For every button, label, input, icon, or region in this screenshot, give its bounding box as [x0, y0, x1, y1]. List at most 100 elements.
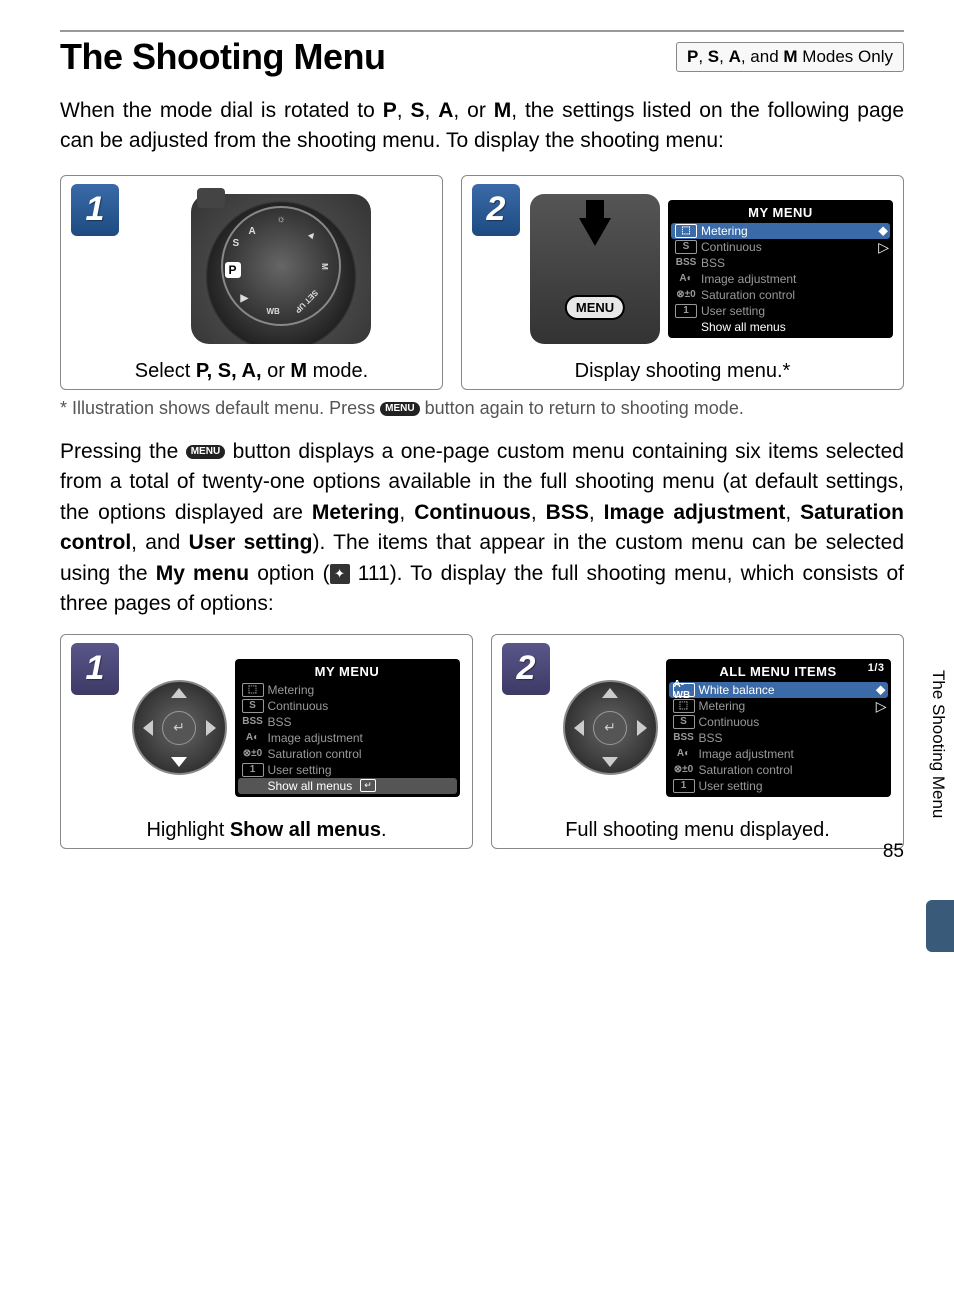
lcd-menu-item: Show all menus ↵	[238, 778, 457, 794]
scroll-indicator-icon: ⬥▷	[876, 681, 887, 715]
menu-item-label: Image adjustment	[268, 731, 363, 745]
menu-item-icon: 1	[242, 763, 264, 777]
menu-item-icon: A◐	[675, 272, 697, 286]
step-number: 1	[71, 184, 119, 236]
menu-item-icon: ⬚	[675, 224, 697, 238]
footnote: * Illustration shows default menu. Press…	[60, 398, 904, 419]
menu-item-icon: BSS	[242, 715, 264, 729]
lcd-menu-item: ⬚Metering	[669, 698, 888, 714]
menu-item-icon: A◐	[242, 731, 264, 745]
side-tab-marker	[926, 900, 954, 952]
lcd-menu-item: 1 User setting	[238, 762, 457, 778]
menu-item-icon: S	[675, 240, 697, 254]
menu-item-label: Show all menus	[268, 779, 353, 793]
mode-suffix: Modes Only	[798, 47, 893, 66]
lcd-menu-item: A◐ Image adjustment	[238, 730, 457, 746]
menu-item-icon: S	[242, 699, 264, 713]
menu-item-icon: ⊗±0	[673, 763, 695, 777]
mode-badge: P, S, A, and M Modes Only	[676, 42, 904, 72]
step-caption: Display shooting menu.*	[472, 360, 893, 383]
menu-item-label: Image adjustment	[701, 272, 796, 286]
step-number: 2	[502, 643, 550, 695]
lcd-my-menu: MY MENU⬚ Metering S Continuous BSS BSS A◐ Image…	[668, 200, 893, 338]
mode-s: S	[708, 47, 719, 66]
lcd-menu-item: ⊗±0 Saturation control	[671, 287, 890, 303]
menu-item-icon	[675, 320, 697, 334]
mode-m: M	[783, 47, 797, 66]
lcd-menu-item: ⊗±0Saturation control	[238, 746, 457, 762]
menu-item-label: Metering	[701, 224, 748, 238]
mode-p: P	[687, 47, 698, 66]
menu-item-label: Metering	[268, 683, 315, 697]
menu-item-icon: ⊗±0	[675, 288, 697, 302]
lcd-menu-item: BSS BSS	[238, 714, 457, 730]
menu-item-icon: ⬚	[673, 699, 695, 713]
menu-item-label: User setting	[701, 304, 765, 318]
menu-item-label: Continuous	[701, 240, 762, 254]
step-row-bottom: 1 ↵ MY MENU⬚MeteringSContinuousBSSBSSA◐I…	[60, 634, 904, 849]
lcd-menu-item: S Continuous	[238, 698, 457, 714]
menu-item-icon: ⬚	[242, 683, 264, 697]
lcd-menu-item: A-WB White balance	[669, 682, 888, 698]
step-caption: Full shooting menu displayed.	[502, 819, 893, 842]
lcd-title: MY MENU	[671, 203, 890, 223]
menu-item-icon: 1	[675, 304, 697, 318]
menu-item-icon: A-WB	[673, 683, 695, 697]
lcd-title: ALL MENU ITEMS1/3	[669, 662, 888, 682]
menu-item-label: BSS	[699, 731, 723, 745]
scroll-indicator-icon: ⬥▷	[878, 222, 889, 256]
lcd-menu-item: A◐ Image adjustment	[671, 271, 890, 287]
menu-item-icon: S	[673, 715, 695, 729]
lcd-menu-item: S Continuous	[669, 714, 888, 730]
camera-menu-button-graphic: MENU	[530, 194, 660, 344]
menu-item-label: White balance	[699, 683, 775, 697]
lcd-menu-item: 1 User setting	[671, 303, 890, 319]
enter-icon: ↵	[360, 779, 376, 792]
lcd-menu-item: A◐ Image adjustment	[669, 746, 888, 762]
step-number: 1	[71, 643, 119, 695]
menu-item-icon	[242, 779, 264, 793]
step-1-bottom: 1 ↵ MY MENU⬚ Metering S Continuous BSS BSS A◐ I…	[60, 634, 473, 849]
lcd-menu-item: BSS BSS	[671, 255, 890, 271]
body-paragraph: Pressing the MENU button displays a one-…	[60, 437, 904, 620]
menu-item-label: Saturation control	[699, 763, 793, 777]
reference-icon: ✦	[330, 564, 350, 584]
mode-a: A	[729, 47, 741, 66]
mode-dial-graphic: ☼ ▲ M SET UP S A ▶ WB P	[191, 194, 371, 344]
lcd-menu-item: 1 User setting	[669, 778, 888, 794]
lcd-menu-item: BSS BSS	[669, 730, 888, 746]
menu-item-label: Saturation control	[701, 288, 795, 302]
menu-item-label: User setting	[699, 779, 763, 793]
dpad-graphic: ↵	[132, 680, 227, 775]
intro-text: When the mode dial is rotated to P, S, A…	[60, 96, 904, 157]
menu-icon: MENU	[186, 445, 225, 459]
lcd-my-menu-highlight: MY MENU⬚ Metering S Continuous BSS BSS A◐ Image…	[235, 659, 460, 797]
lcd-menu-item: ⬚ Metering	[671, 223, 890, 239]
lcd-title: MY MENU	[238, 662, 457, 682]
menu-item-label: BSS	[701, 256, 725, 270]
menu-item-label: Continuous	[268, 699, 329, 713]
menu-item-label: Show all menus	[701, 320, 786, 334]
lcd-all-menu: ALL MENU ITEMS1/3A-WB White balance⬚Meter…	[666, 659, 891, 797]
lcd-menu-item: Show all menus	[671, 319, 890, 335]
lcd-menu-item: S Continuous	[671, 239, 890, 255]
menu-item-label: User setting	[268, 763, 332, 777]
menu-item-icon: 1	[673, 779, 695, 793]
step-caption: Highlight Show all menus.	[71, 819, 462, 842]
menu-item-icon: A◐	[673, 747, 695, 761]
menu-item-label: Image adjustment	[699, 747, 794, 761]
page-number: 85	[883, 841, 904, 863]
menu-button-icon: MENU	[565, 295, 625, 320]
dpad-graphic: ↵	[563, 680, 658, 775]
side-tab-label: The Shooting Menu	[922, 660, 954, 828]
step-2-bottom: 2 ↵ ALL MENU ITEMS1/3A-WB White balance⬚M…	[491, 634, 904, 849]
menu-item-label: Continuous	[699, 715, 760, 729]
step-row-top: 1 ☼ ▲ M SET UP S A ▶ WB P	[60, 175, 904, 390]
menu-item-icon: BSS	[675, 256, 697, 270]
step-2-top: 2 MENU MY MENU⬚MeteringSContinuousBSSBSS…	[461, 175, 904, 390]
menu-icon: MENU	[380, 402, 419, 416]
lcd-menu-item: ⬚ Metering	[238, 682, 457, 698]
menu-item-label: BSS	[268, 715, 292, 729]
p-mode-indicator: P	[225, 262, 241, 278]
menu-item-icon: BSS	[673, 731, 695, 745]
